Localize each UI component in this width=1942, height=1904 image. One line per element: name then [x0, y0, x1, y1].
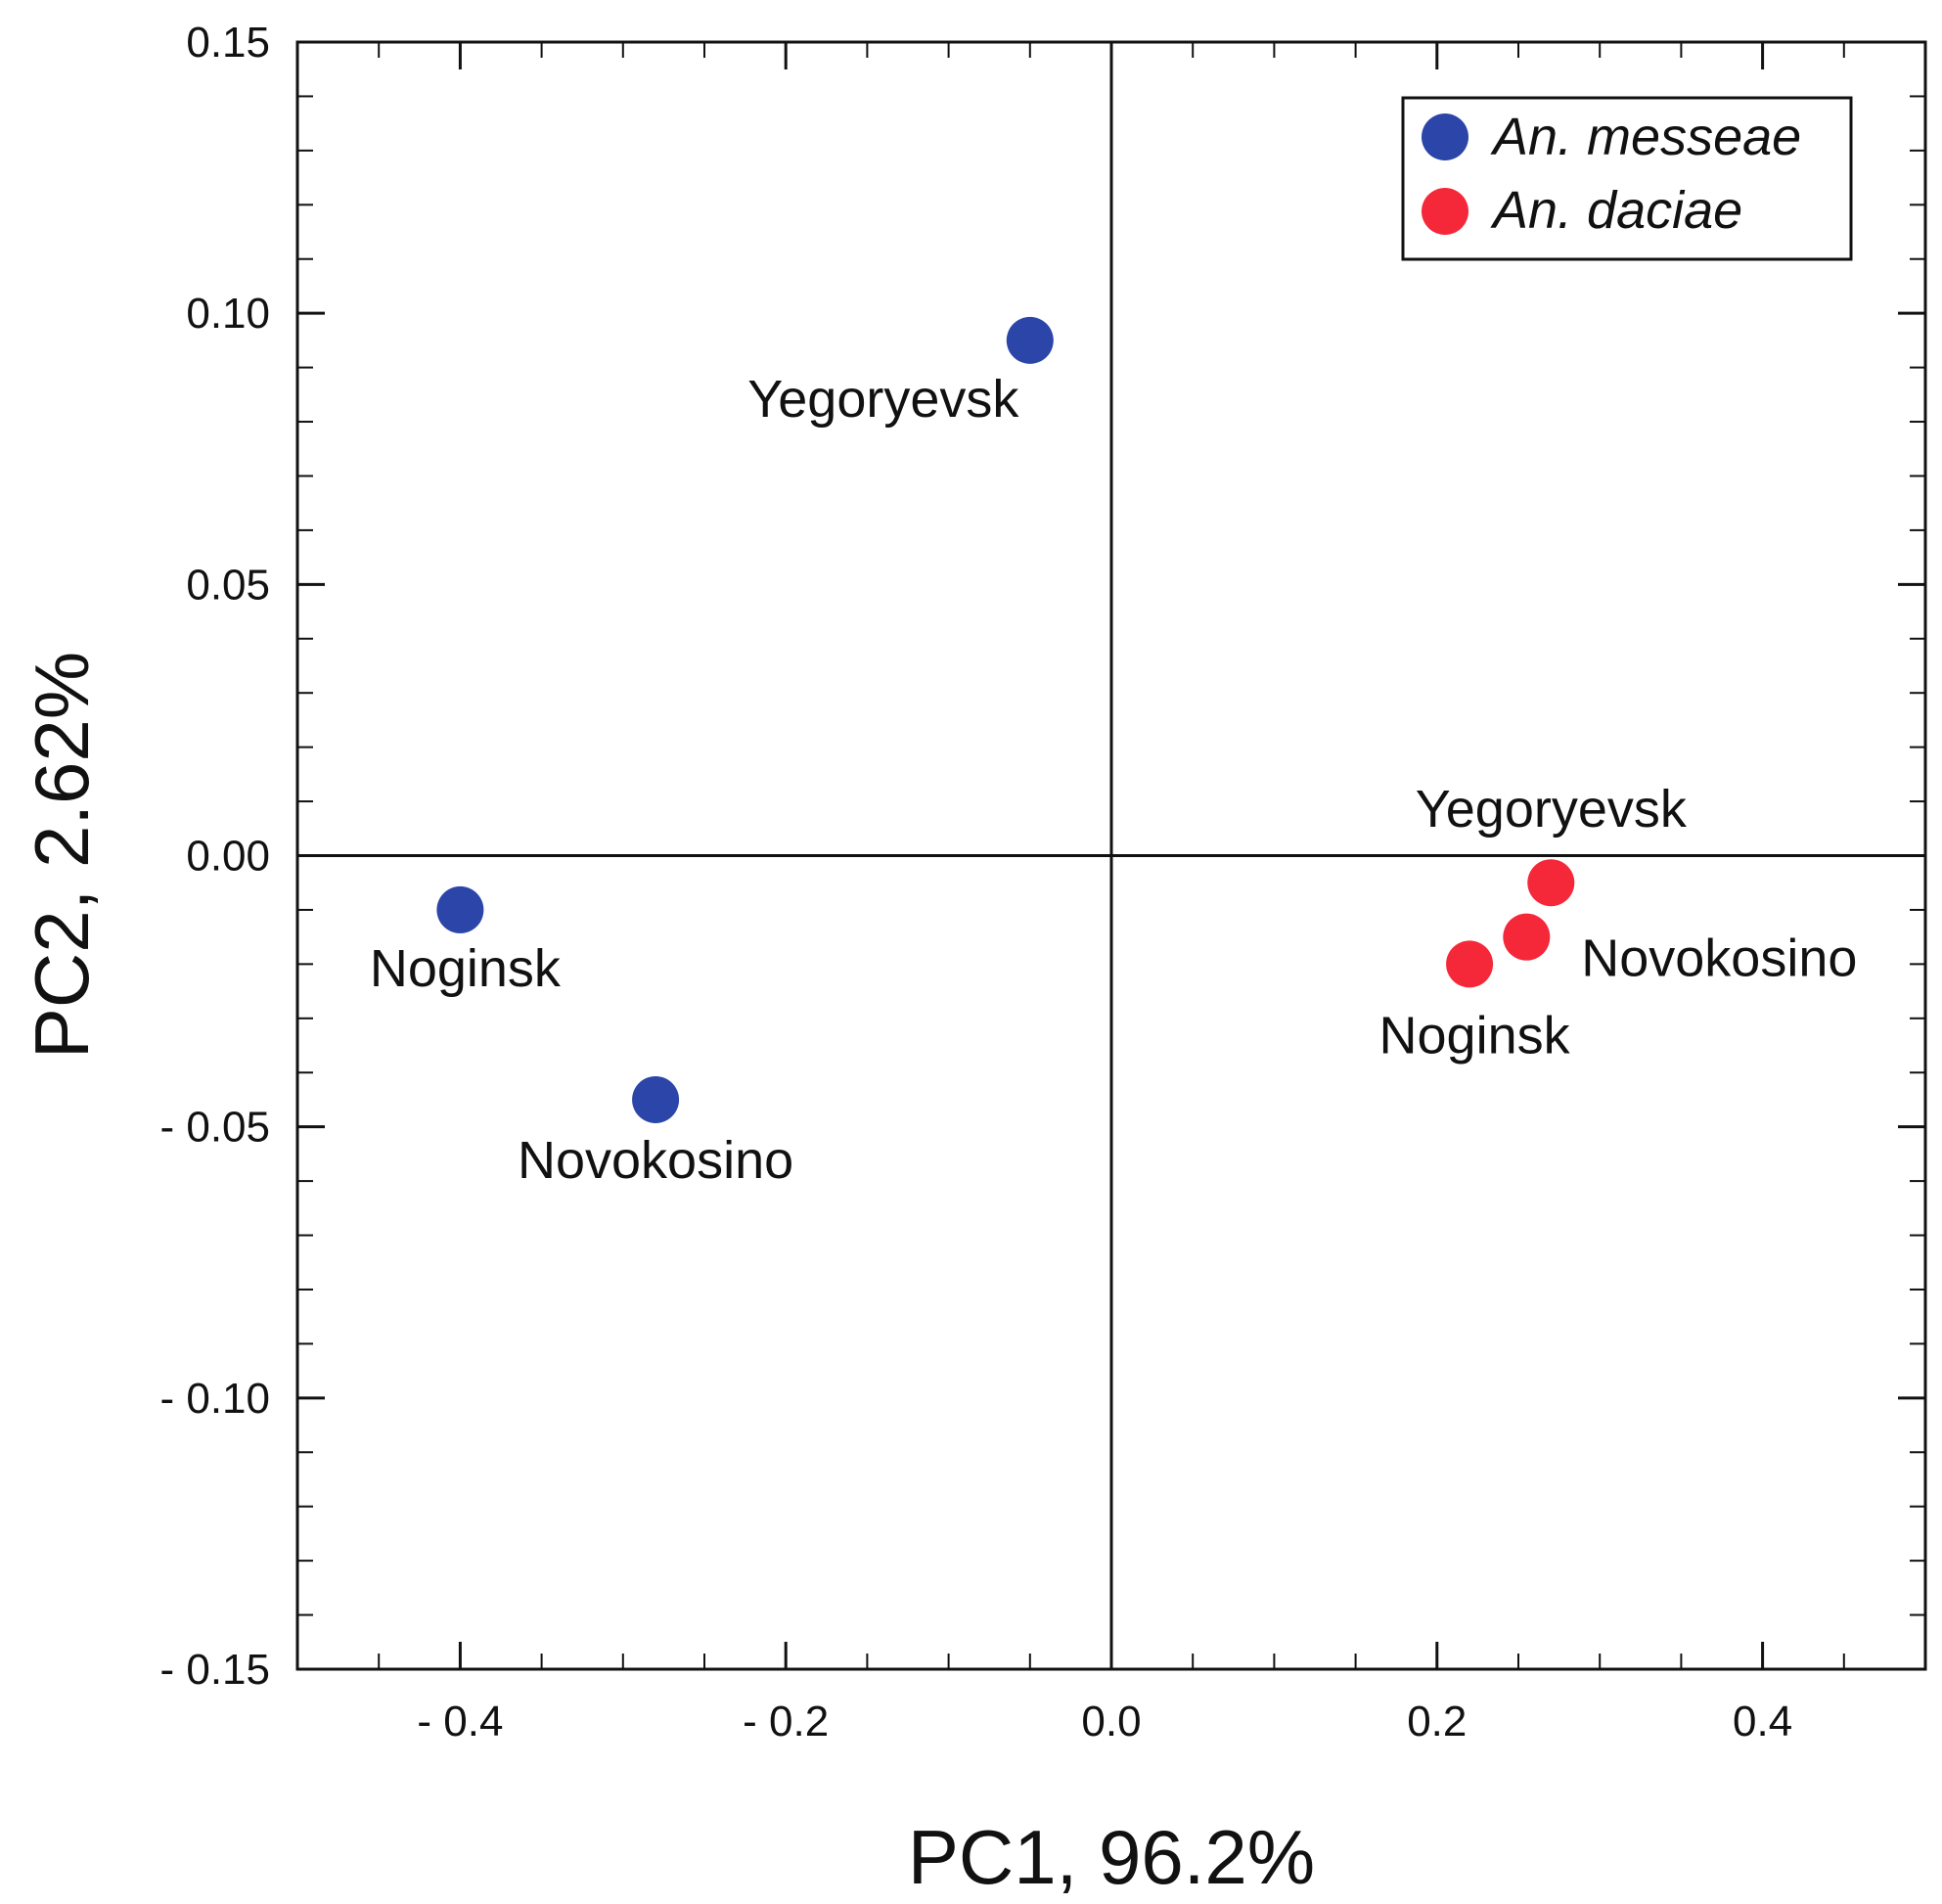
- legend-label-an-daciae: An. daciae: [1490, 181, 1742, 240]
- data-point: [632, 1075, 680, 1123]
- y-tick-label: 0.00: [186, 833, 270, 881]
- y-tick-label: 0.05: [186, 561, 270, 609]
- legend-marker-an-daciae: [1422, 188, 1468, 235]
- x-axis-title: PC1, 96.2%: [908, 1814, 1315, 1900]
- y-tick-label: - 0.15: [159, 1646, 270, 1694]
- point-label: Yegoryevsk: [747, 370, 1019, 429]
- point-label: Novokosino: [518, 1131, 793, 1190]
- legend-label-an-messeae: An. messeae: [1490, 108, 1801, 166]
- data-points: YegoryevskNoginskNovokosinoYegoryevskNov…: [370, 316, 1857, 1190]
- x-tick-label: 0.4: [1733, 1698, 1792, 1745]
- point-label: Noginsk: [370, 939, 562, 998]
- data-point: [436, 885, 484, 933]
- y-axis-ticks: 0.15 0.10 0.05 0.00 - 0.05 - 0.10 - 0.15: [159, 19, 1925, 1694]
- data-point: [1006, 316, 1054, 364]
- legend-marker-an-messeae: [1422, 113, 1468, 160]
- data-point: [1527, 859, 1575, 907]
- data-point: [1446, 940, 1494, 988]
- point-label: Novokosino: [1581, 929, 1857, 988]
- y-tick-label: - 0.05: [159, 1104, 270, 1152]
- legend: An. messeae An. daciae: [1401, 96, 1853, 261]
- x-tick-label: - 0.4: [417, 1698, 503, 1745]
- minor-ticks: [296, 41, 1926, 1670]
- y-axis-title: PC2, 2.62%: [19, 652, 105, 1059]
- y-tick-label: 0.10: [186, 290, 270, 338]
- y-tick-label: - 0.10: [159, 1375, 270, 1423]
- x-tick-label: 0.2: [1407, 1698, 1467, 1745]
- legend-box: [1401, 96, 1853, 261]
- data-point: [1503, 913, 1551, 961]
- point-label: Yegoryevsk: [1416, 780, 1688, 839]
- x-axis-ticks: - 0.4 - 0.2 0.0 0.2 0.4: [417, 42, 1792, 1745]
- zero-lines: [297, 42, 1925, 1669]
- x-tick-label: - 0.2: [743, 1698, 829, 1745]
- point-label: Noginsk: [1379, 1006, 1571, 1065]
- y-tick-label: 0.15: [186, 19, 270, 67]
- x-tick-label: 0.0: [1081, 1698, 1141, 1745]
